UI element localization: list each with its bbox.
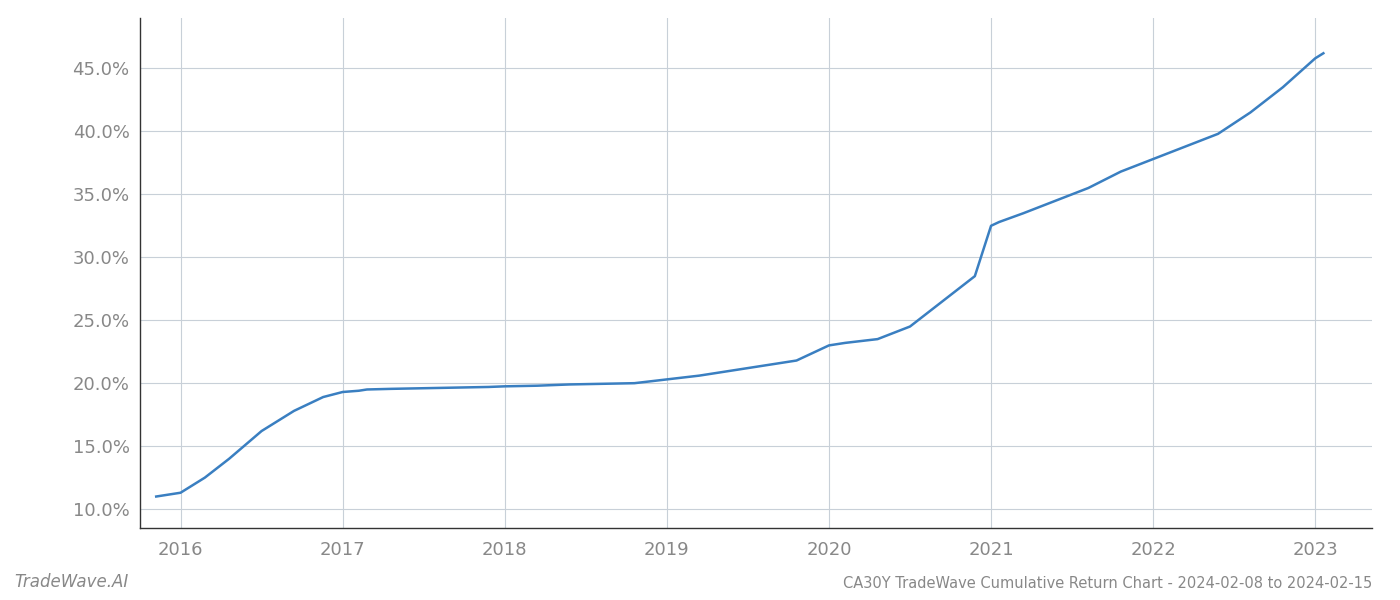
Text: TradeWave.AI: TradeWave.AI: [14, 573, 129, 591]
Text: CA30Y TradeWave Cumulative Return Chart - 2024-02-08 to 2024-02-15: CA30Y TradeWave Cumulative Return Chart …: [843, 576, 1372, 591]
